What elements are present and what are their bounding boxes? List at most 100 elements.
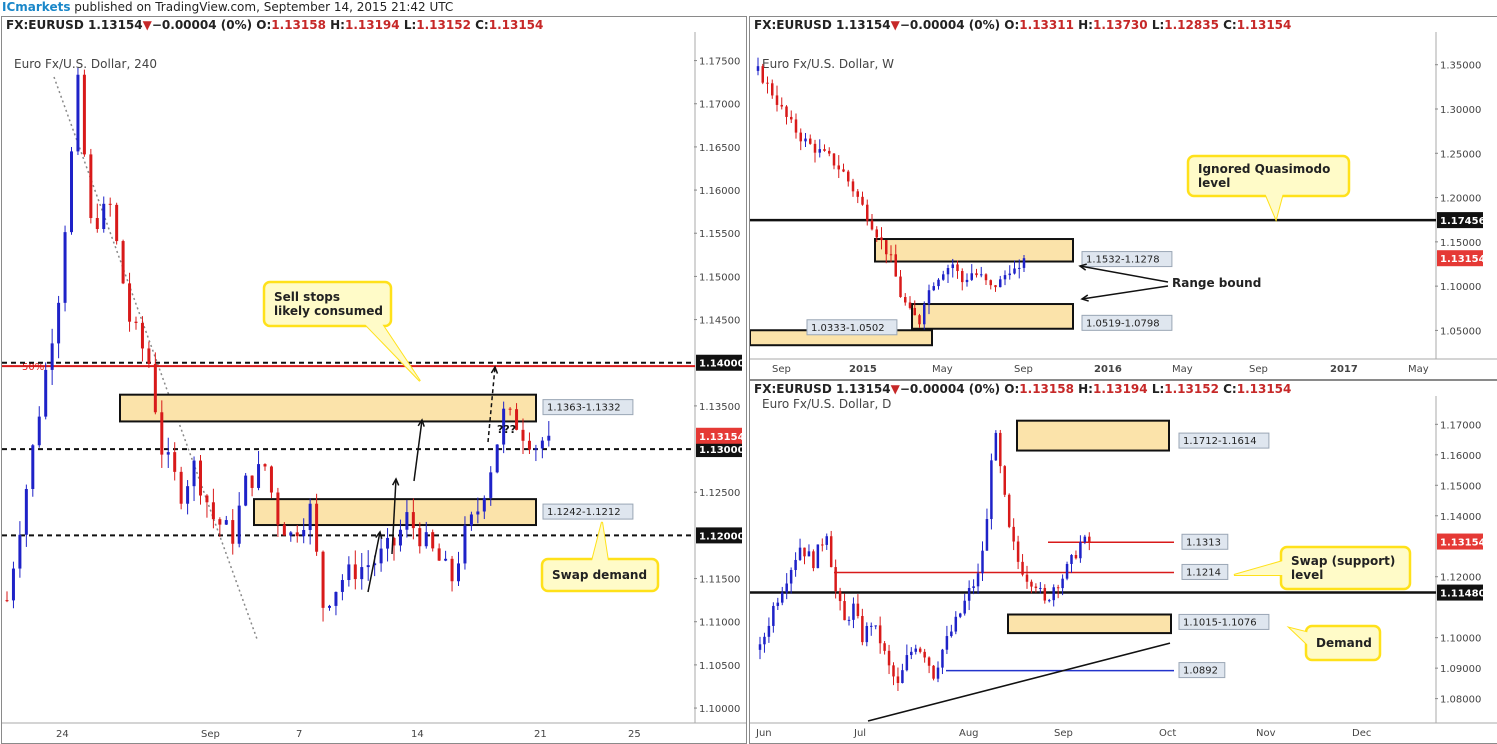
candle (776, 597, 780, 611)
down-arrow-icon: ▼ (890, 18, 900, 32)
candle (1043, 584, 1047, 604)
candle (851, 178, 855, 197)
chart-header-weekly: FX:EURUSD 1.13154▼−0.00004 (0%) O:1.1331… (754, 18, 1292, 32)
candle (812, 549, 815, 572)
candle (218, 517, 222, 537)
candle (1018, 259, 1021, 279)
candle (469, 511, 473, 531)
change-value: −0.00004 (0%) (151, 18, 253, 32)
range-bottom-zone (911, 303, 1074, 330)
candle (521, 418, 525, 455)
level-tag-11400-bg (696, 354, 742, 371)
candle (880, 227, 883, 250)
x-tick-label: 21 (534, 729, 547, 740)
candle (495, 444, 499, 474)
candle (95, 203, 99, 233)
candle (340, 574, 344, 601)
candle (967, 580, 971, 611)
candle (315, 493, 319, 556)
candle (883, 641, 886, 655)
callout-quasimodo-line1: Ignored Quasimodo (1198, 162, 1330, 176)
candle (302, 518, 306, 544)
candle (250, 475, 254, 497)
candle (959, 612, 962, 619)
arrow-up-3 (413, 419, 423, 482)
chart-canvas-daily[interactable]: 1.17000 1.16000 1.15000 1.14000 1.12000 1.100… (750, 381, 1497, 743)
y-tick-label: 1.11500 (699, 575, 740, 586)
x-tick-label: May (1408, 364, 1429, 375)
candle (257, 450, 261, 491)
range-arrow-bottom (1081, 285, 1169, 300)
y-tick-label: 1.09000 (1440, 664, 1481, 675)
candle (937, 278, 940, 290)
zone-label-demand-box (1178, 613, 1270, 630)
candle (1048, 598, 1051, 603)
candle (476, 497, 480, 524)
candle (199, 455, 202, 505)
y-tick-label: 1.15000 (699, 272, 740, 283)
chart-panel-4h[interactable]: FX:EURUSD 1.13154▼−0.00004 (0%) O:1.1315… (1, 16, 747, 744)
level-tag-11400: 1.14000 (699, 359, 745, 370)
symbol-label: FX:EURUSD (754, 18, 832, 32)
chart-header-4h: FX:EURUSD 1.13154▼−0.00004 (0%) O:1.1315… (6, 18, 544, 32)
candle (834, 559, 837, 599)
zone-label-range-top: 1.1532-1.1278 (1086, 255, 1160, 266)
candle (803, 547, 806, 565)
candle (870, 622, 873, 636)
candle (102, 196, 106, 233)
candle (547, 421, 551, 447)
candle (1052, 584, 1055, 607)
supply-zone (119, 393, 537, 423)
level-tag-11300: 1.13000 (699, 445, 745, 456)
candle (761, 63, 764, 85)
zone-label-11214-box (1181, 563, 1229, 580)
candle (166, 437, 170, 468)
candle (360, 552, 364, 590)
chart-canvas-weekly[interactable]: 1.35000 1.30000 1.25000 1.20000 1.15000 1.100… (750, 17, 1497, 379)
candle (450, 555, 454, 592)
candle (970, 264, 973, 282)
brand-logo[interactable]: ICmarkets (2, 0, 71, 14)
callout-sell-stops-line2: likely consumed (274, 304, 383, 318)
chart-panel-weekly[interactable]: FX:EURUSD 1.13154▼−0.00004 (0%) O:1.1331… (749, 16, 1497, 380)
fib-50-label: 50% (22, 362, 44, 373)
candle (954, 611, 958, 635)
candle (31, 444, 35, 497)
x-tick-label: Sep (201, 729, 220, 740)
candle (276, 487, 280, 537)
x-tick-label: 2015 (849, 364, 877, 375)
candle (431, 529, 435, 552)
candle (1088, 532, 1091, 551)
candle (1074, 550, 1078, 560)
y-tick-label: 1.05000 (1440, 326, 1481, 337)
candle (489, 466, 493, 506)
candle (1065, 561, 1069, 581)
candle (847, 616, 851, 626)
chart-canvas-4h[interactable]: 50% 1.17500 1.17000 1.16500 1.16000 1.15500 1.… (2, 17, 746, 743)
level-tag-11148: 1.11480 (1440, 589, 1486, 600)
close-value: 1.13154 (488, 18, 544, 32)
y-tick-label: 1.15000 (1440, 238, 1481, 249)
candle (829, 530, 833, 568)
candle (825, 533, 828, 550)
candle (936, 661, 940, 683)
zone-label-demand-box (806, 319, 898, 336)
candle (866, 199, 869, 226)
candle (794, 113, 798, 139)
candle (972, 579, 975, 595)
range-top-zone (874, 238, 1074, 263)
high-value: 1.13194 (344, 18, 400, 32)
callout-demand: Demand (1286, 624, 1382, 662)
last-price-tag-bg (1437, 533, 1483, 550)
zone-label-demand: 1.1015-1.1076 (1183, 617, 1257, 628)
question-marks: ??? (497, 423, 516, 436)
candle (263, 463, 267, 471)
chart-panel-daily[interactable]: FX:EURUSD 1.13154▼−0.00004 (0%) O:1.1315… (749, 380, 1497, 744)
y-tick-label: 1.17000 (699, 100, 740, 111)
candle (965, 273, 969, 287)
y-tick-label: 1.10000 (1440, 634, 1481, 645)
candle (985, 508, 989, 551)
candle (975, 268, 978, 278)
candle (785, 573, 788, 600)
candle (766, 76, 769, 94)
